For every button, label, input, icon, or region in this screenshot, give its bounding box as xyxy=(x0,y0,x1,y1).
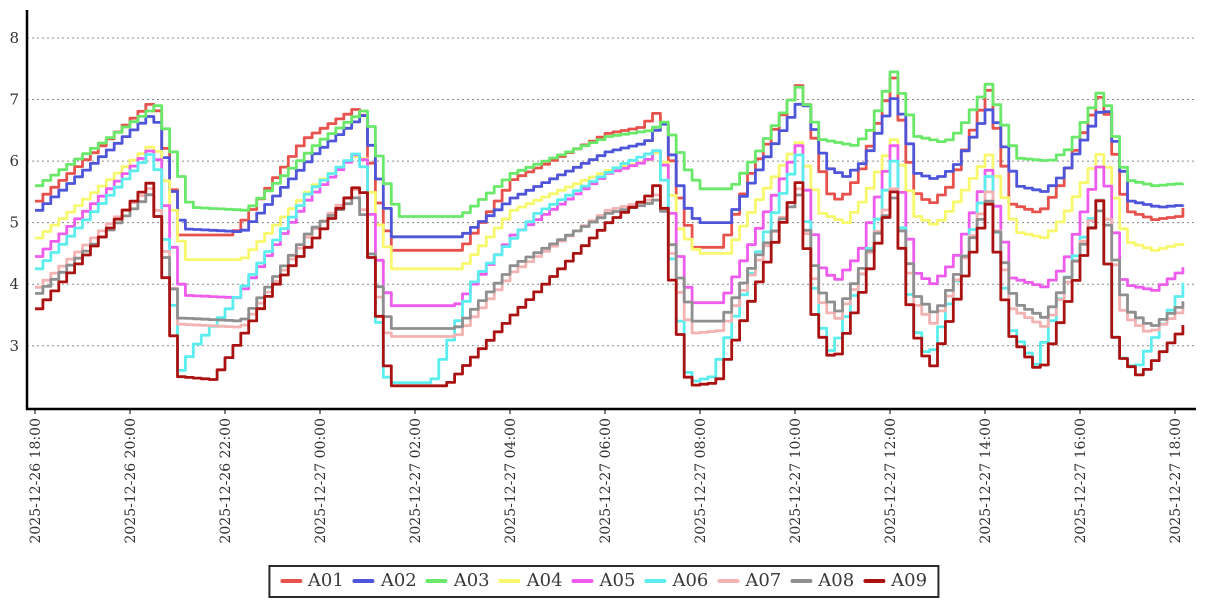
legend-swatch-A03 xyxy=(425,579,448,583)
y-tick-label: 6 xyxy=(9,152,19,170)
legend-swatch-A06 xyxy=(644,579,667,583)
series-A02 xyxy=(35,97,1185,239)
legend-item-A05[interactable]: A05 xyxy=(571,568,636,594)
legend-swatch-A01 xyxy=(279,579,302,583)
legend-label: A04 xyxy=(526,570,563,591)
legend-item-A06[interactable]: A06 xyxy=(644,568,708,594)
y-tick-label: 3 xyxy=(9,337,19,355)
y-tick-label: 4 xyxy=(9,275,19,293)
x-tick-label: 2025-12-27 00:00 xyxy=(313,418,329,544)
legend-swatch-A04 xyxy=(498,579,521,583)
x-tick-label: 2025-12-26 18:00 xyxy=(28,418,44,544)
series-A03 xyxy=(35,70,1185,218)
legend-label: A08 xyxy=(818,570,855,591)
legend-item-A02[interactable]: A02 xyxy=(352,568,417,594)
series-A01 xyxy=(35,76,1185,252)
gridlines xyxy=(27,37,1196,347)
legend-swatch-A09 xyxy=(863,579,886,583)
legend-swatch-A07 xyxy=(717,579,740,583)
legend-item-A09[interactable]: A09 xyxy=(863,568,927,594)
legend-swatch-A02 xyxy=(352,579,375,583)
legend-label: A05 xyxy=(599,570,636,591)
legend-item-A07[interactable]: A07 xyxy=(717,568,781,594)
y-tick-label: 5 xyxy=(9,214,19,232)
x-tick-label: 2025-12-27 04:00 xyxy=(503,418,519,544)
axes xyxy=(25,10,1196,411)
x-tick-label: 2025-12-27 10:00 xyxy=(788,418,804,544)
x-tick-label: 2025-12-27 06:00 xyxy=(598,418,614,544)
series-A07 xyxy=(35,187,1185,338)
legend-swatch-A08 xyxy=(790,579,813,583)
x-tick-label: 2025-12-26 20:00 xyxy=(123,418,139,544)
series-A05 xyxy=(35,144,1185,308)
legend-label: A06 xyxy=(672,570,709,591)
legend-label: A02 xyxy=(380,570,417,591)
chart-legend: A01 A02 A03 A04 A05 A06 A07 A08 A09 xyxy=(267,565,940,598)
legend-item-A01[interactable]: A01 xyxy=(279,568,344,594)
x-tick-label: 2025-12-27 14:00 xyxy=(978,418,994,544)
legend-label: A09 xyxy=(891,570,928,591)
legend-item-A03[interactable]: A03 xyxy=(425,568,490,594)
x-tick-label: 2025-12-26 22:00 xyxy=(218,418,234,544)
y-tick-label: 8 xyxy=(9,29,19,47)
x-axis-labels: 2025-12-26 18:00 2025-12-26 20:00 2025-12-… xyxy=(28,409,1184,544)
legend-label: A01 xyxy=(307,570,344,591)
y-tick-label: 7 xyxy=(9,91,19,109)
x-tick-label: 2025-12-27 18:00 xyxy=(1168,418,1184,544)
x-tick-label: 2025-12-27 12:00 xyxy=(883,418,899,544)
legend-item-A04[interactable]: A04 xyxy=(498,568,563,594)
x-tick-label: 2025-12-27 08:00 xyxy=(693,418,709,544)
x-tick-label: 2025-12-27 02:00 xyxy=(408,418,424,544)
legend-item-A08[interactable]: A08 xyxy=(790,568,854,594)
x-tick-label: 2025-12-27 16:00 xyxy=(1073,418,1089,544)
legend-swatch-A05 xyxy=(571,579,594,583)
series-A06 xyxy=(35,149,1185,385)
legend-label: A03 xyxy=(453,570,490,591)
y-axis-labels: 3 4 5 6 7 8 xyxy=(9,29,19,355)
series-A09 xyxy=(35,181,1185,388)
series-lines xyxy=(35,70,1185,388)
legend-label: A07 xyxy=(745,570,782,591)
